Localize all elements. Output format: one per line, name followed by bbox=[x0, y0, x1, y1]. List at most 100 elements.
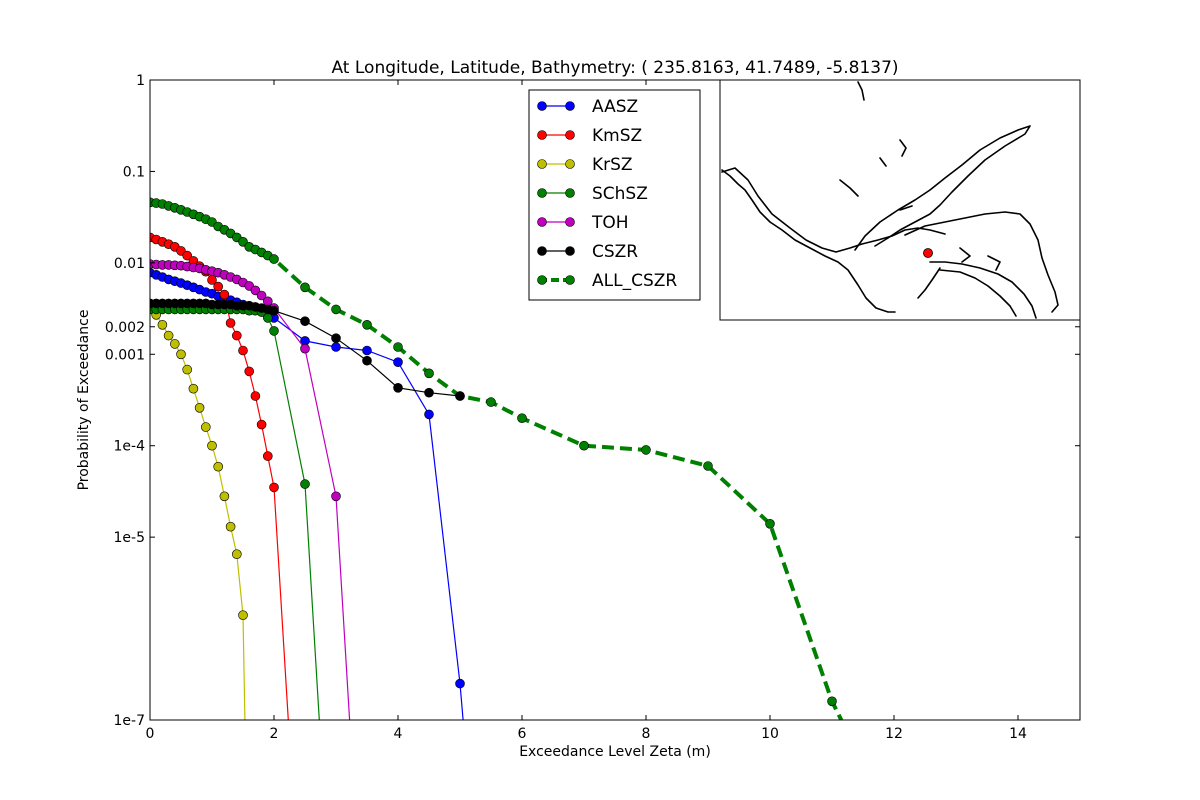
bay-channel-east bbox=[904, 211, 1059, 313]
north-creek bbox=[857, 81, 865, 101]
y-tick-label: 0.1 bbox=[123, 164, 145, 180]
data-point bbox=[331, 342, 341, 352]
data-point bbox=[262, 451, 273, 461]
legend-marker bbox=[565, 188, 575, 198]
legend-label: CSZR bbox=[592, 242, 638, 262]
legend-marker bbox=[565, 130, 575, 140]
legend-marker bbox=[537, 188, 547, 198]
data-point bbox=[486, 397, 496, 407]
data-point bbox=[579, 440, 589, 451]
y-tick-label: 1e-7 bbox=[114, 713, 145, 729]
legend-marker bbox=[537, 217, 547, 227]
x-tick-label: 8 bbox=[642, 726, 651, 742]
data-point bbox=[176, 349, 186, 360]
data-point bbox=[232, 330, 242, 341]
data-point bbox=[300, 282, 310, 293]
data-point bbox=[765, 518, 775, 529]
data-point bbox=[256, 419, 267, 430]
y-tick-label: 0.001 bbox=[105, 347, 145, 363]
data-point bbox=[393, 382, 403, 393]
data-point bbox=[455, 678, 465, 689]
data-point bbox=[232, 549, 242, 560]
legend-entry: KrSZ bbox=[537, 155, 633, 175]
legend: AASZ KmSZ KrSZ SChSZ TOH CSZR ALL_CSZR bbox=[528, 89, 701, 301]
x-tick-label: 2 bbox=[270, 726, 279, 742]
data-point bbox=[393, 342, 403, 352]
spit-south bbox=[929, 261, 1037, 319]
coastline-north bbox=[721, 167, 946, 253]
data-point bbox=[393, 357, 403, 368]
data-point bbox=[213, 461, 223, 472]
legend-entry: TOH bbox=[537, 213, 629, 233]
data-point bbox=[225, 521, 236, 532]
data-point bbox=[424, 368, 434, 379]
data-point bbox=[225, 318, 236, 328]
coastline-west bbox=[721, 169, 896, 313]
data-point bbox=[182, 364, 192, 375]
legend-marker bbox=[537, 246, 547, 256]
legend-label: KmSZ bbox=[592, 126, 642, 146]
data-point bbox=[424, 387, 434, 398]
data-point bbox=[219, 491, 230, 502]
x-tick-label: 14 bbox=[1009, 726, 1027, 742]
data-point bbox=[703, 461, 713, 471]
data-point bbox=[424, 409, 434, 420]
data-point bbox=[827, 696, 837, 707]
data-point bbox=[207, 440, 217, 451]
islands bbox=[839, 139, 1001, 271]
data-point bbox=[182, 250, 192, 261]
y-tick-label: 1e-5 bbox=[114, 530, 145, 546]
legend-box bbox=[528, 89, 701, 301]
legend-label: SChSZ bbox=[592, 184, 648, 204]
data-point bbox=[170, 339, 180, 349]
data-point bbox=[256, 290, 267, 301]
legend-marker bbox=[537, 159, 547, 169]
data-point bbox=[362, 345, 372, 356]
y-tick-label: 0.01 bbox=[114, 256, 145, 272]
data-point bbox=[455, 391, 465, 401]
legend-label: KrSZ bbox=[592, 155, 633, 175]
data-point bbox=[331, 333, 341, 344]
jetty bbox=[917, 267, 941, 299]
y-axis-label: Probability of Exceedance bbox=[76, 310, 92, 491]
data-point bbox=[300, 479, 310, 489]
data-point bbox=[269, 326, 279, 336]
series-line bbox=[155, 314, 246, 720]
data-point bbox=[331, 491, 341, 502]
data-point bbox=[163, 330, 174, 341]
data-point bbox=[238, 237, 248, 247]
data-point bbox=[213, 281, 223, 292]
x-tick-label: 4 bbox=[394, 726, 403, 742]
data-point bbox=[238, 345, 248, 356]
data-point bbox=[201, 422, 211, 432]
x-tick-label: 0 bbox=[146, 726, 155, 742]
legend-marker bbox=[537, 275, 547, 285]
data-point bbox=[262, 313, 273, 323]
x-tick-label: 10 bbox=[761, 726, 779, 742]
data-point bbox=[244, 366, 254, 377]
legend-marker bbox=[565, 159, 575, 169]
series-all-cszr bbox=[150, 197, 844, 720]
data-point bbox=[219, 289, 230, 300]
legend-entry: SChSZ bbox=[537, 184, 648, 204]
x-axis-label: Exceedance Level Zeta (m) bbox=[519, 744, 711, 760]
series-toh bbox=[150, 259, 351, 720]
y-tick-label: 0.002 bbox=[105, 320, 145, 336]
data-point bbox=[300, 343, 310, 354]
legend-marker bbox=[565, 101, 575, 111]
data-point bbox=[194, 402, 205, 413]
legend-marker bbox=[565, 246, 575, 256]
legend-entry: AASZ bbox=[537, 97, 638, 117]
data-point bbox=[517, 413, 527, 424]
data-point bbox=[269, 305, 279, 316]
data-point bbox=[157, 319, 168, 330]
inner-shore bbox=[939, 269, 1017, 317]
data-point bbox=[362, 319, 372, 330]
legend-entry: ALL_CSZR bbox=[537, 271, 677, 291]
legend-marker bbox=[565, 217, 575, 227]
series-cszr bbox=[150, 298, 465, 401]
x-tick-label: 12 bbox=[885, 726, 903, 742]
chart-title: At Longitude, Latitude, Bathymetry: ( 23… bbox=[331, 58, 898, 78]
legend-marker bbox=[537, 101, 547, 111]
data-point bbox=[641, 445, 651, 455]
